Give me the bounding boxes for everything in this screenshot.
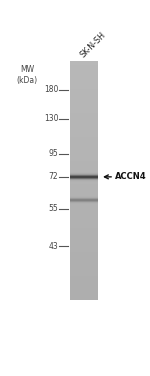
Bar (70, 268, 98, 272)
Bar (70, 93, 98, 97)
Bar (70, 156, 98, 161)
Bar (70, 137, 98, 141)
Bar (70, 276, 98, 280)
Bar (70, 168, 98, 173)
Bar (70, 264, 98, 268)
Bar (70, 185, 98, 188)
Bar (70, 260, 98, 264)
Bar (70, 129, 98, 133)
Bar (70, 256, 98, 260)
Bar (70, 220, 98, 224)
Bar (70, 69, 98, 73)
Bar (70, 61, 98, 65)
Text: 180: 180 (44, 85, 58, 94)
Text: 72: 72 (49, 172, 58, 181)
Bar (70, 101, 98, 105)
Bar (70, 216, 98, 220)
Bar (70, 117, 98, 121)
Bar (70, 292, 98, 296)
Text: MW
(kDa): MW (kDa) (16, 65, 38, 85)
Bar (70, 236, 98, 240)
Bar (70, 296, 98, 300)
Bar (70, 89, 98, 93)
Bar (70, 97, 98, 101)
Bar (70, 232, 98, 236)
Bar (70, 224, 98, 228)
Bar (70, 133, 98, 137)
Bar (70, 121, 98, 125)
Bar (70, 109, 98, 113)
Bar (70, 248, 98, 252)
Bar (70, 188, 98, 193)
Text: ACCN4: ACCN4 (115, 172, 147, 181)
Bar (70, 165, 98, 168)
Bar (70, 252, 98, 256)
Bar (70, 77, 98, 81)
Bar (70, 161, 98, 165)
Bar (70, 113, 98, 117)
Bar (70, 149, 98, 153)
Bar (70, 125, 98, 129)
Text: 55: 55 (49, 204, 58, 213)
Bar (70, 284, 98, 288)
Bar (70, 204, 98, 208)
Bar (70, 180, 98, 185)
Bar (70, 141, 98, 145)
Bar (70, 228, 98, 232)
Bar (70, 65, 98, 69)
Bar (70, 81, 98, 85)
Bar (70, 196, 98, 200)
Bar (70, 288, 98, 292)
Text: 130: 130 (44, 114, 58, 123)
Bar (70, 244, 98, 248)
Bar (70, 85, 98, 89)
Bar (70, 145, 98, 149)
Text: SK-N-SH: SK-N-SH (79, 30, 108, 60)
Bar (70, 272, 98, 276)
Bar (70, 240, 98, 244)
Bar (70, 208, 98, 212)
Text: 95: 95 (49, 149, 58, 158)
Bar (70, 280, 98, 284)
Bar (70, 73, 98, 77)
Bar (70, 212, 98, 216)
Bar (70, 200, 98, 205)
Bar (70, 105, 98, 109)
Bar (70, 173, 98, 176)
Bar (70, 176, 98, 180)
Text: 43: 43 (49, 242, 58, 251)
Bar (70, 193, 98, 196)
Bar (70, 153, 98, 156)
